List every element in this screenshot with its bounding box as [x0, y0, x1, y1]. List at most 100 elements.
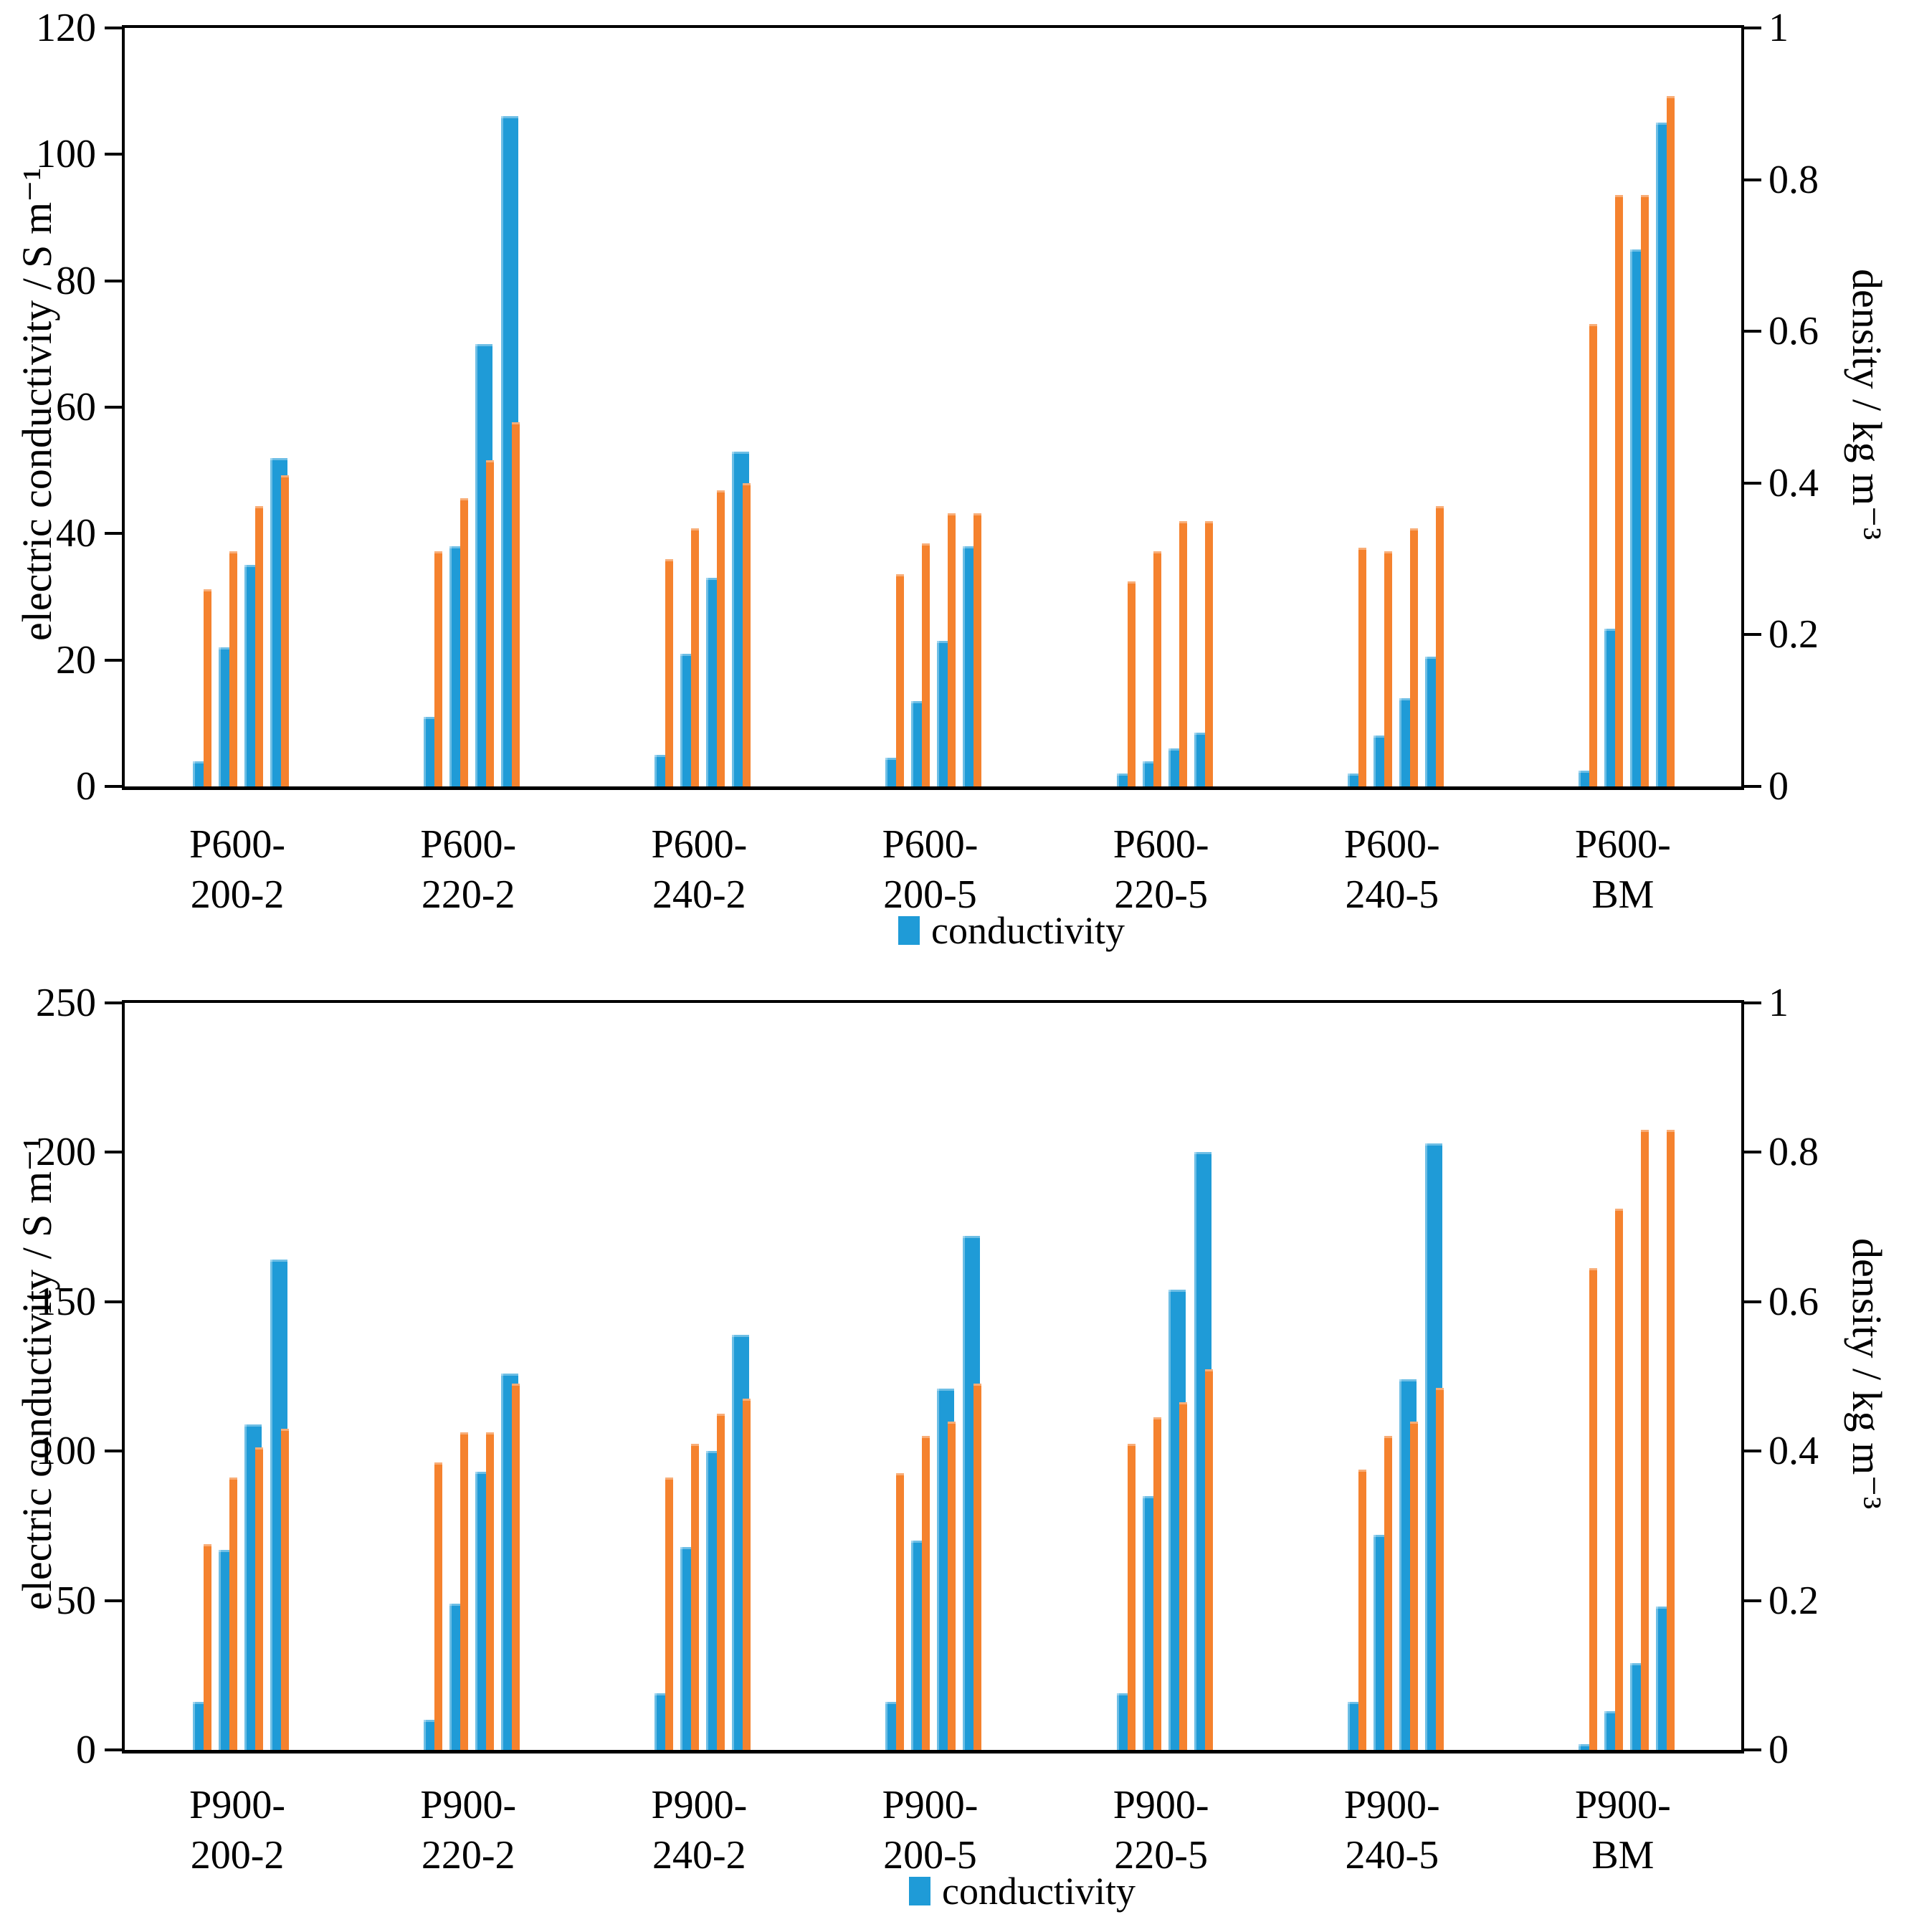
bar-pair — [1347, 1470, 1366, 1750]
density-bar — [1358, 547, 1366, 786]
right-axis-tick-label: 0.4 — [1768, 1429, 1819, 1474]
bar-pair — [1194, 520, 1213, 786]
density-bar — [948, 1421, 956, 1750]
bar-group-P900-BM — [1510, 1130, 1741, 1750]
bar-pair — [475, 343, 495, 786]
right-axis-tick — [1744, 178, 1761, 181]
right-axis-tick-label: 0.8 — [1768, 1130, 1819, 1175]
bar-pair — [1142, 551, 1161, 786]
right-axis-tick — [1744, 27, 1761, 29]
density-bar — [281, 1428, 290, 1750]
bar-pair — [706, 490, 725, 786]
density-bar — [255, 1447, 264, 1750]
bar-pair — [475, 1432, 495, 1750]
bar-pair — [1578, 1267, 1597, 1750]
category-label: P900- 220-5 — [1046, 1784, 1277, 1877]
density-bar — [512, 1384, 520, 1750]
left-axis-tick — [105, 1599, 122, 1602]
density-bar — [1435, 1387, 1444, 1750]
category-label: P600- 200-2 — [122, 823, 353, 916]
density-bar — [1358, 1470, 1366, 1750]
category-label-line2: 220-5 — [1114, 1833, 1208, 1878]
bar-pair — [654, 1477, 674, 1750]
bar-pair — [706, 1414, 725, 1750]
density-bar — [229, 1477, 238, 1750]
category-label: P600- BM — [1508, 823, 1738, 916]
bar-pair — [911, 1436, 930, 1750]
bar-pair — [1116, 1443, 1136, 1750]
right-axis-tick-label: 1 — [1768, 6, 1789, 50]
category-label-line2: 220-5 — [1114, 872, 1208, 917]
bar-pair — [1168, 520, 1187, 786]
category-label-line2: 200-5 — [883, 872, 977, 917]
legend-label: conductivity — [942, 1870, 1136, 1913]
bar-pair — [1655, 96, 1675, 786]
density-bar — [1204, 520, 1213, 786]
category-label-line1: P600- — [651, 822, 748, 867]
bar-group-P900-240-2 — [586, 1334, 817, 1750]
conductivity-bar — [1578, 1743, 1596, 1750]
right-axis-tick — [1744, 1151, 1761, 1154]
category-label-line1: P900- — [1113, 1783, 1209, 1827]
left-axis-tick-label: 60 — [56, 385, 96, 429]
bar-group-P900-220-2 — [356, 1373, 586, 1750]
bar-pair — [732, 1334, 751, 1750]
density-bar — [1614, 194, 1623, 786]
density-bar — [1589, 323, 1597, 786]
chart-p600: electric conductivity / S m⁻¹ 120 100 80 60… — [14, 6, 1890, 951]
legend: conductivity — [898, 910, 1125, 951]
density-bar — [1589, 1267, 1597, 1750]
left-axis-tick-label: 0 — [76, 1728, 96, 1772]
left-axis-tick — [105, 1300, 122, 1303]
density-bar — [717, 490, 725, 786]
left-axis-tick-label: 200 — [36, 1130, 96, 1175]
category-label-line1: P600- — [420, 822, 517, 867]
bar-pair — [1399, 1379, 1418, 1750]
plot-area: 120 100 80 60 40 20 0 1 0.8 0.6 0.4 0.2 0 — [36, 6, 1819, 809]
category-label-line1: P900- — [882, 1783, 979, 1827]
category-label-line2: BM — [1591, 872, 1655, 917]
density-bar — [486, 1432, 495, 1750]
density-bar — [1640, 194, 1649, 786]
left-axis-tick-label: 150 — [36, 1279, 96, 1324]
density-bar — [717, 1414, 725, 1750]
bar-pair — [501, 116, 520, 786]
bar-group-P600-BM — [1510, 96, 1741, 786]
density-bar — [896, 574, 905, 786]
legend: conductivity — [909, 1871, 1136, 1911]
bar-pair — [680, 528, 700, 786]
bar-pair — [1629, 1130, 1649, 1750]
density-bar — [1666, 1130, 1675, 1750]
bar-pair — [501, 1373, 520, 1750]
category-label-line1: P600- — [189, 822, 285, 867]
right-axis-tick-label: 0.6 — [1768, 309, 1819, 354]
density-bar — [665, 558, 674, 786]
density-bar — [1127, 1443, 1136, 1750]
category-label: P900- 240-2 — [584, 1784, 814, 1877]
right-axis-tick-label: 0.4 — [1768, 460, 1819, 505]
category-label-line2: 200-5 — [883, 1833, 977, 1878]
density-bar — [1409, 1421, 1418, 1750]
bar-pair — [424, 551, 443, 786]
density-bar — [973, 1384, 982, 1750]
density-bar — [460, 498, 469, 786]
bar-pair — [1424, 1143, 1444, 1750]
density-bar — [896, 1473, 905, 1750]
bar-pair — [1399, 528, 1418, 786]
bar-group-P900-200-5 — [817, 1236, 1048, 1750]
bar-pair — [270, 1260, 290, 1750]
legend-label: conductivity — [931, 909, 1125, 952]
category-label-line1: P600- — [1113, 822, 1209, 867]
category-label-line2: 240-2 — [652, 1833, 746, 1878]
right-axis-tick — [1744, 633, 1761, 637]
bar-group-P600-220-5 — [1049, 520, 1280, 786]
bar-group-P600-200-2 — [125, 457, 356, 786]
bar-group-P900-200-2 — [125, 1260, 356, 1750]
legend-conductivity-swatch — [909, 1877, 930, 1905]
bar-pair — [937, 513, 956, 786]
bar-pair — [219, 1477, 238, 1750]
category-label-line1: P600- — [1575, 822, 1671, 867]
category-label-line1: P900- — [1343, 1783, 1440, 1827]
bar-pair — [885, 574, 905, 786]
bar-pair — [680, 1443, 700, 1750]
